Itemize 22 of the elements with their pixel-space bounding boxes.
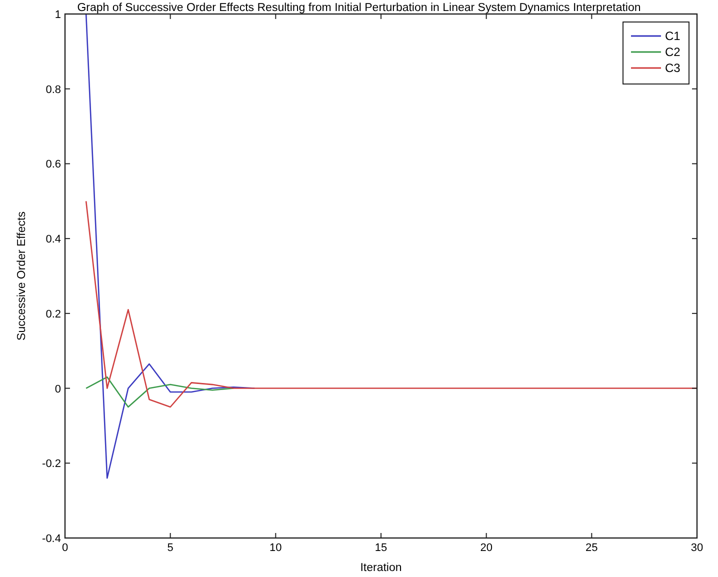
x-tick-label: 10 — [270, 542, 282, 554]
y-tick-label: 0 — [54, 383, 61, 396]
x-tick-label: 15 — [374, 542, 388, 554]
y-tick-label: 0.2 — [46, 308, 61, 320]
line-series — [85, 376, 234, 408]
y-tick-label: -0.2 — [42, 458, 61, 470]
x-tick-label: 20 — [480, 542, 492, 554]
y-tick-label: 0.8 — [46, 84, 61, 96]
x-tick-label: 5 — [167, 542, 174, 554]
y-tick-label: -0.4 — [42, 533, 61, 545]
legend-label: C1 — [665, 29, 681, 43]
y-tick-label: 0.6 — [46, 158, 61, 171]
x-tick-label: 30 — [690, 542, 704, 554]
y-tick-label: 0.4 — [46, 234, 61, 246]
x-tick-label: 25 — [586, 542, 598, 554]
line-series — [85, 200, 697, 408]
y-axis-title: Successive Order Effects — [16, 211, 28, 340]
y-tick-label: 1 — [54, 9, 61, 21]
legend-label: C2 — [665, 45, 681, 59]
x-axis-title: Iteration — [360, 562, 402, 574]
legend-label: C3 — [665, 61, 681, 75]
chart-title: Graph of Successive Order Effects Resulting from Initial Perturbation in Linear System Dynamics Interpretation — [77, 2, 641, 14]
